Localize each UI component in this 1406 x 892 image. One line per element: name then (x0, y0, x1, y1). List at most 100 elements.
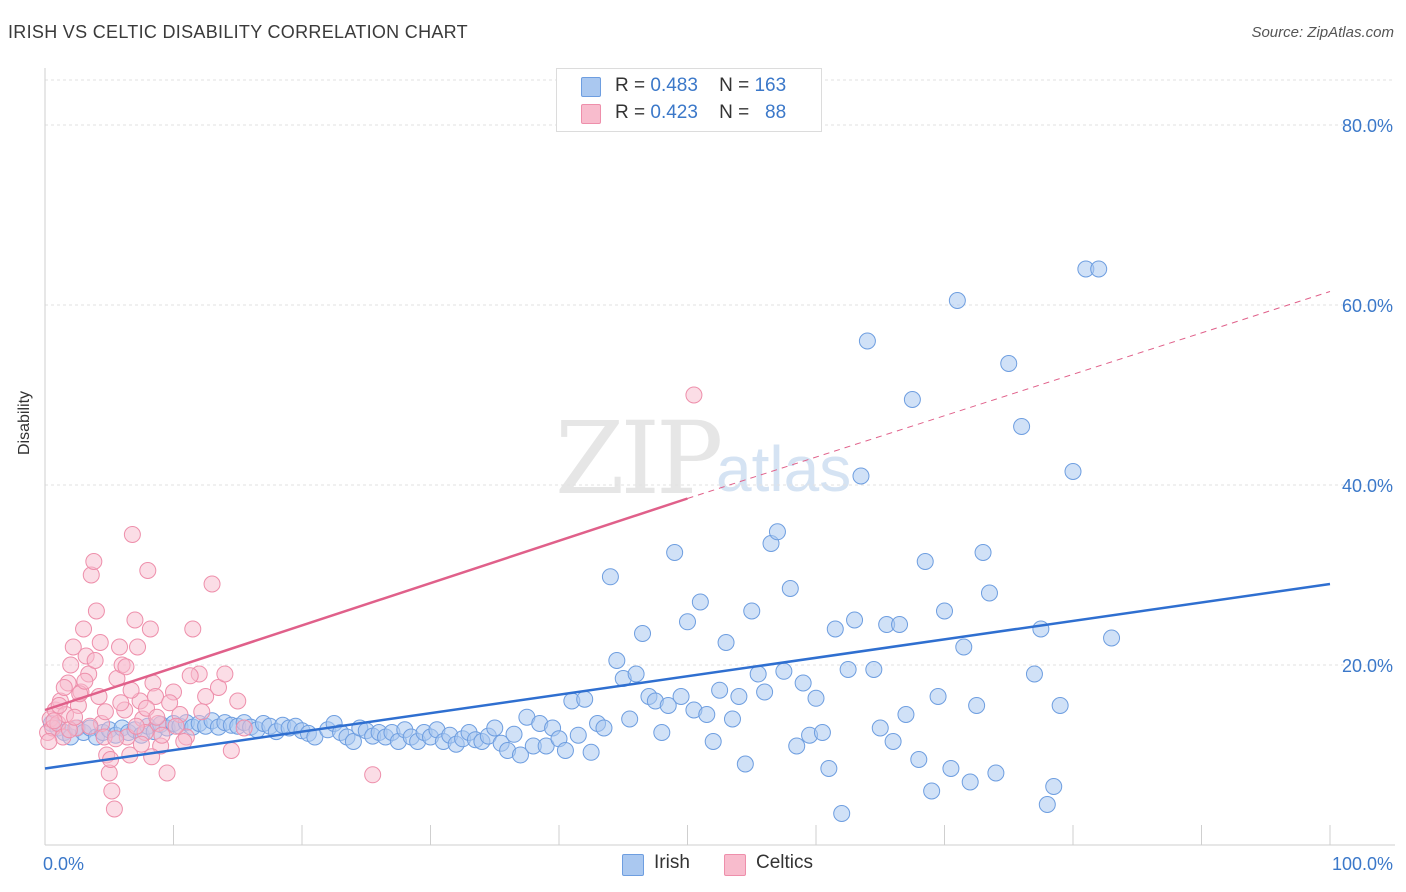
irish-point (736, 755, 754, 773)
legend-irish-r-value: 0.483 (650, 75, 698, 96)
celtics-trend-extension (687, 291, 1331, 499)
celtics-point (64, 638, 82, 656)
celtics-point (87, 602, 105, 620)
irish-point (807, 689, 825, 707)
watermark-atlas: atlas (716, 433, 852, 505)
irish-point (846, 611, 864, 629)
irish-point (942, 760, 960, 777)
irish-point (858, 332, 876, 350)
irish-point (576, 690, 594, 708)
chart-title: IRISH VS CELTIC DISABILITY CORRELATION C… (8, 22, 468, 42)
irish-point (1051, 697, 1069, 714)
irish-point (781, 580, 799, 597)
irish-swatch (581, 77, 601, 97)
x-tick-label: 100.0% (1332, 854, 1393, 874)
irish-point (743, 602, 761, 620)
irish-point (698, 706, 716, 723)
legend-celtics-text: R = 0.423 N = 88 (615, 102, 786, 124)
y-tick-label: 60.0% (1342, 296, 1393, 316)
celtics-point (167, 717, 185, 735)
irish-point (839, 661, 857, 678)
irish-point (897, 706, 915, 723)
irish-point (679, 613, 696, 631)
irish-point (788, 737, 806, 755)
legend-celtics-n-value: 88 (765, 102, 787, 123)
celtics-point (685, 386, 703, 404)
legend-irish-n-value: 163 (754, 75, 787, 96)
y-tick-labels: 20.0% 40.0% 60.0% 80.0% (1342, 116, 1393, 676)
irish-point (820, 760, 838, 777)
celtics-point (66, 708, 84, 726)
irish-legend-swatch (622, 854, 644, 876)
celtics-point (111, 638, 129, 656)
irish-point (723, 710, 741, 728)
celtics-point (229, 692, 247, 710)
y-tick-label: 40.0% (1342, 476, 1393, 496)
legend-irish-r-label: R = (615, 75, 646, 96)
celtics-point (62, 656, 80, 674)
irish-point (871, 719, 889, 737)
irish-point (704, 733, 722, 750)
irish-point (556, 742, 574, 759)
celtics-point (81, 717, 99, 735)
celtics-point (55, 679, 73, 696)
celtics-point (96, 703, 114, 721)
celtics-point (40, 733, 58, 750)
celtics-trend-line (44, 497, 688, 712)
celtics-point (153, 726, 171, 744)
irish-point (756, 683, 774, 701)
x-tick-label: 0.0% (43, 854, 84, 874)
irish-point (634, 625, 652, 642)
celtics-point (222, 742, 240, 759)
celtics-point (45, 712, 63, 730)
irish-point (968, 697, 986, 714)
celtics-legend-swatch (724, 854, 746, 876)
celtics-point (117, 658, 135, 676)
legend-celtics-r-label: R = (615, 102, 646, 123)
irish-point (1064, 463, 1082, 480)
irish-point (1025, 665, 1043, 683)
celtics-point (103, 782, 121, 800)
celtics-point (235, 719, 253, 737)
celtics-point (85, 553, 103, 570)
irish-point (910, 751, 928, 768)
irish-point (923, 782, 941, 800)
irish-point (659, 697, 677, 714)
celtics-point (123, 526, 141, 543)
irish-point (775, 662, 793, 680)
irish-point (948, 292, 966, 309)
celtics-point (184, 620, 202, 638)
celtics-point (86, 652, 104, 669)
irish-point (1090, 260, 1108, 278)
celtics-swatch (581, 104, 601, 124)
irish-point (608, 652, 626, 669)
irish-point (621, 710, 639, 728)
irish-point (672, 688, 690, 705)
celtics-point (158, 764, 176, 782)
irish-point (980, 584, 998, 602)
irish-point (936, 602, 953, 620)
irish-point (1013, 418, 1031, 435)
legend-irish-text: R = 0.483 N = 163 (615, 75, 786, 97)
irish-point (891, 616, 909, 633)
irish-point (1045, 778, 1063, 795)
irish-point (511, 746, 529, 764)
irish-point (595, 719, 613, 737)
celtics-point (148, 708, 166, 726)
irish-point (916, 553, 934, 570)
celtics-point (147, 688, 165, 705)
celtics-point (129, 638, 147, 656)
irish-point (1000, 355, 1018, 372)
legend-celtics-r-value: 0.423 (650, 102, 698, 123)
irish-point (768, 523, 786, 541)
irish-point (486, 719, 504, 737)
irish-point (903, 391, 921, 408)
irish-point (865, 661, 883, 678)
irish-point (505, 725, 523, 743)
celtics-point (112, 694, 130, 712)
y-tick-label: 20.0% (1342, 656, 1393, 676)
trend-lines (44, 291, 1331, 770)
irish-point (666, 544, 684, 561)
irish-point (691, 593, 709, 611)
celtics-point (139, 562, 157, 579)
